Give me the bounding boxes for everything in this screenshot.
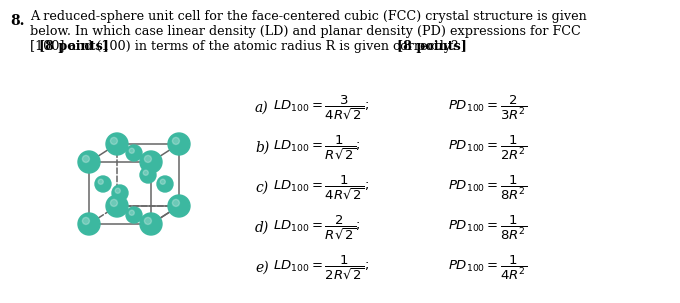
Text: $\mathit{LD}_{100} = \dfrac{1}{2R\sqrt{2}}$$\boldsymbol{;}$: $\mathit{LD}_{100} = \dfrac{1}{2R\sqrt{2… <box>273 254 369 282</box>
Circle shape <box>126 207 142 223</box>
Text: e): e) <box>255 261 269 275</box>
Text: $\mathit{PD}_{100} = \dfrac{2}{3R^2}$: $\mathit{PD}_{100} = \dfrac{2}{3R^2}$ <box>448 94 527 122</box>
Circle shape <box>95 176 111 192</box>
Circle shape <box>173 137 180 145</box>
Text: c): c) <box>255 181 268 195</box>
Circle shape <box>143 170 148 175</box>
Circle shape <box>160 179 165 184</box>
Circle shape <box>157 176 173 192</box>
Circle shape <box>144 217 152 225</box>
Circle shape <box>168 133 190 155</box>
Circle shape <box>78 213 100 235</box>
Circle shape <box>126 145 142 161</box>
Text: 8.: 8. <box>10 14 24 28</box>
Circle shape <box>106 195 128 217</box>
Circle shape <box>106 133 128 155</box>
Circle shape <box>112 185 128 201</box>
Text: [100] and (100) in terms of the atomic radius R is given correctly?: [100] and (100) in terms of the atomic r… <box>30 40 458 53</box>
Text: $\mathit{PD}_{100} = \dfrac{1}{8R^2}$: $\mathit{PD}_{100} = \dfrac{1}{8R^2}$ <box>448 174 527 202</box>
Circle shape <box>110 137 118 145</box>
Circle shape <box>129 210 135 215</box>
Circle shape <box>144 155 152 162</box>
Text: $\mathit{PD}_{100} = \dfrac{1}{2R^2}$: $\mathit{PD}_{100} = \dfrac{1}{2R^2}$ <box>448 134 527 162</box>
Text: below. In which case linear density (LD) and planar density (PD) expressions for: below. In which case linear density (LD)… <box>30 25 581 38</box>
Circle shape <box>168 195 190 217</box>
Circle shape <box>82 155 90 162</box>
Text: $\mathit{LD}_{100} = \dfrac{1}{4R\sqrt{2}}$$\boldsymbol{;}$: $\mathit{LD}_{100} = \dfrac{1}{4R\sqrt{2… <box>273 174 369 202</box>
Text: $\mathit{LD}_{100} = \dfrac{3}{4R\sqrt{2}}$$\boldsymbol{;}$: $\mathit{LD}_{100} = \dfrac{3}{4R\sqrt{2… <box>273 94 369 122</box>
Circle shape <box>140 151 162 173</box>
Circle shape <box>82 217 90 225</box>
Text: [8 points]: [8 points] <box>30 40 109 53</box>
Text: $\mathit{LD}_{100} = \dfrac{2}{R\sqrt{2}}$$\boldsymbol{;}$: $\mathit{LD}_{100} = \dfrac{2}{R\sqrt{2}… <box>273 214 361 242</box>
Circle shape <box>115 188 120 193</box>
Circle shape <box>173 199 180 206</box>
Text: $\mathit{LD}_{100} = \dfrac{1}{R\sqrt{2}}$$\boldsymbol{;}$: $\mathit{LD}_{100} = \dfrac{1}{R\sqrt{2}… <box>273 134 361 162</box>
Text: a): a) <box>255 101 269 115</box>
Circle shape <box>98 179 103 184</box>
Circle shape <box>129 148 135 153</box>
Circle shape <box>110 199 118 206</box>
Circle shape <box>140 213 162 235</box>
Circle shape <box>140 167 156 183</box>
Text: $\mathit{PD}_{100} = \dfrac{1}{8R^2}$: $\mathit{PD}_{100} = \dfrac{1}{8R^2}$ <box>448 214 527 242</box>
Text: [8 points]: [8 points] <box>388 40 467 53</box>
Text: d): d) <box>255 221 269 235</box>
Text: A reduced-sphere unit cell for the face-centered cubic (FCC) crystal structure i: A reduced-sphere unit cell for the face-… <box>30 10 587 23</box>
Text: $\mathit{PD}_{100} = \dfrac{1}{4R^2}$: $\mathit{PD}_{100} = \dfrac{1}{4R^2}$ <box>448 254 527 282</box>
Text: b): b) <box>255 141 269 155</box>
Circle shape <box>78 151 100 173</box>
